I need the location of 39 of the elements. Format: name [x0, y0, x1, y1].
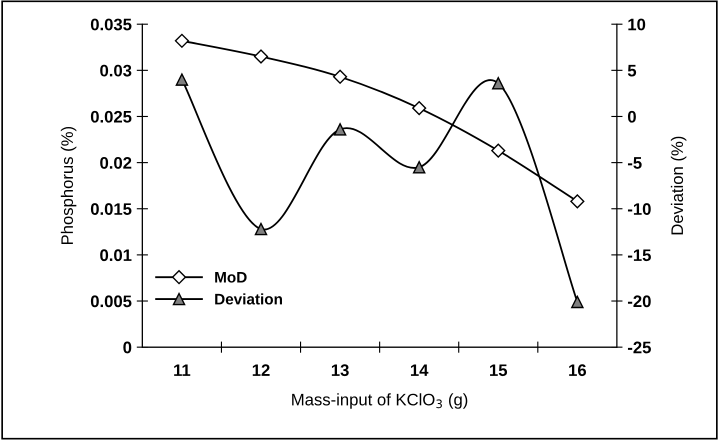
- point: [570, 194, 584, 208]
- y2-tick-label: -5: [628, 157, 642, 169]
- x-tick-label: 16: [569, 364, 586, 376]
- point: [254, 222, 268, 236]
- point: [334, 123, 346, 136]
- point: [174, 34, 189, 48]
- y-tick-label: 0.02: [100, 157, 132, 169]
- point: [176, 73, 188, 86]
- legend-label: Deviation: [215, 293, 282, 305]
- y-tick-label: 0.015: [90, 203, 132, 215]
- x-tick-label: 13: [332, 364, 349, 376]
- x-tick-label: 14: [410, 364, 428, 376]
- y2-tick-label: -20: [628, 295, 651, 308]
- point: [333, 70, 348, 84]
- y-tick-label: 0.025: [90, 110, 132, 123]
- point: [571, 296, 584, 308]
- y2-tick-label: 5: [628, 64, 636, 77]
- x-tick-label: 11: [174, 364, 190, 376]
- y-tick-label: 0.03: [100, 64, 132, 77]
- point: [254, 49, 268, 64]
- x-axis-title: Mass-input of KClO$_{3}$ (g): [292, 393, 468, 409]
- y2-tick-label: 10: [628, 18, 646, 30]
- y-tick-label: 0.01: [100, 249, 132, 262]
- y2-axis-title: Deviation (%): [670, 136, 686, 234]
- y-tick-label: 0.035: [90, 18, 132, 30]
- point: [491, 144, 506, 158]
- y2-tick-label: 0: [628, 110, 636, 123]
- y2-tick-label: -15: [628, 249, 651, 262]
- legend-label: MoD: [215, 272, 247, 283]
- point: [492, 77, 505, 90]
- x-tick-label: 12: [252, 364, 270, 376]
- y-axis-title: Phosphorus (%): [60, 126, 76, 244]
- y-tick-label: 0.005: [90, 295, 132, 308]
- x-tick-label: 15: [490, 364, 508, 376]
- y2-tick-label: -10: [628, 203, 651, 215]
- point: [412, 101, 426, 116]
- y-tick-label: 0: [123, 342, 132, 354]
- point: [412, 160, 426, 174]
- y2-tick-label: -25: [628, 342, 651, 354]
